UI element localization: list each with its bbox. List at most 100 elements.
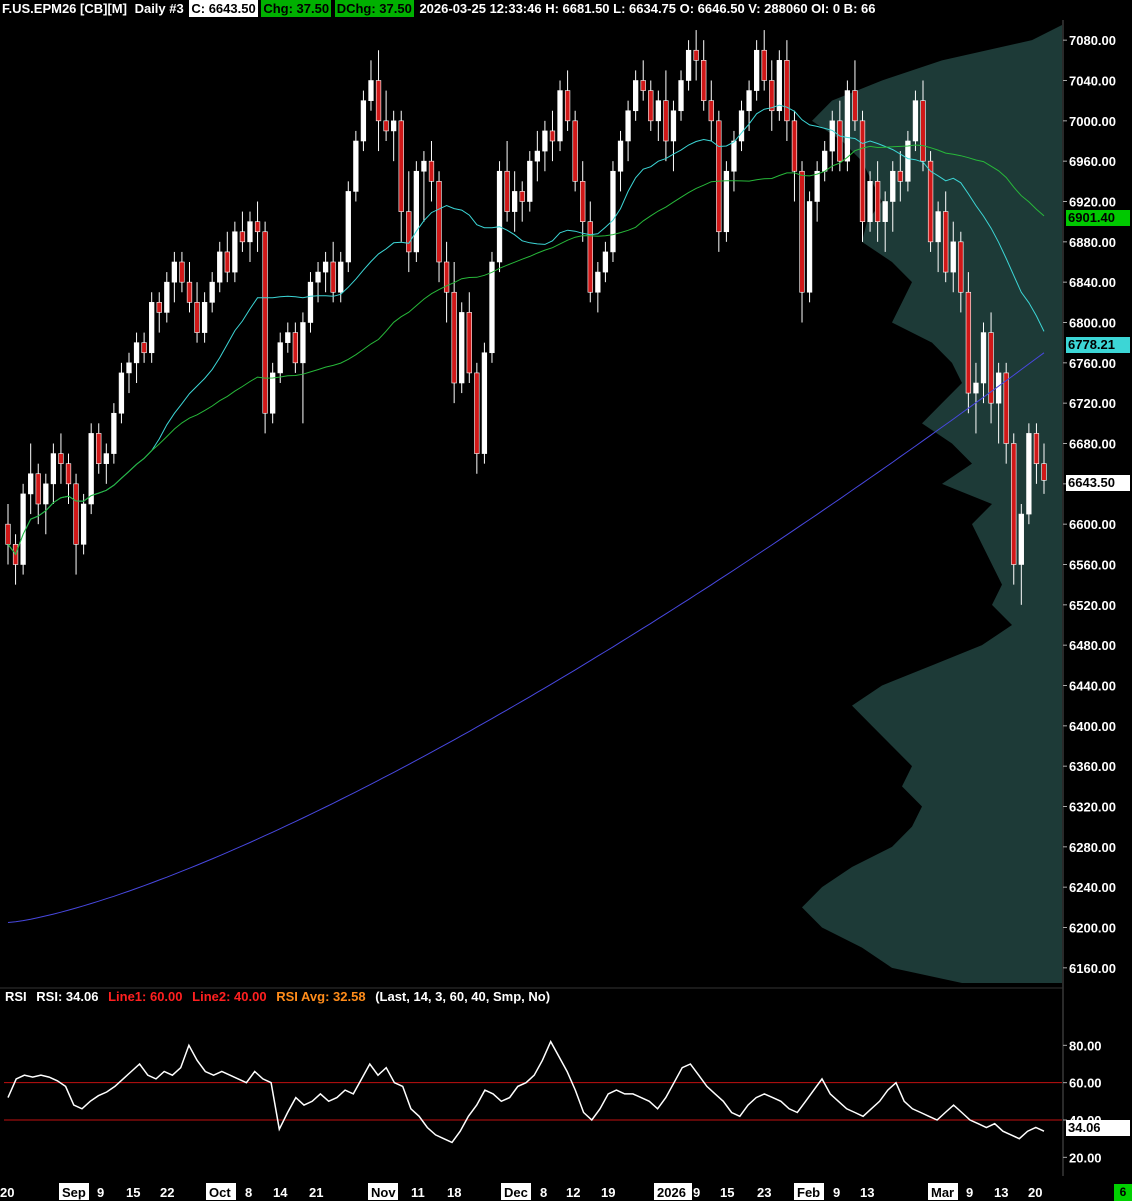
candle-body xyxy=(587,221,593,293)
price-tick-label: 6600.00 xyxy=(1069,517,1116,532)
candle-body xyxy=(262,231,268,414)
ma50-tag: 6901.40 xyxy=(1066,210,1130,226)
candle-body xyxy=(247,221,253,243)
symbol-label[interactable]: F.US.EPM26 [CB][M] xyxy=(2,1,127,16)
x-tick-label: Mar xyxy=(931,1185,954,1200)
price-tick-label: 6320.00 xyxy=(1069,800,1116,815)
rsi-last-tag: 34.06 xyxy=(1066,1120,1130,1136)
candle-body xyxy=(232,231,238,273)
candle-body xyxy=(640,80,646,91)
candle-body xyxy=(133,342,140,364)
x-tick-label: 9 xyxy=(966,1185,973,1200)
candle-body xyxy=(799,170,805,293)
candle-body xyxy=(398,120,404,212)
candle-body xyxy=(224,251,230,273)
candle-body xyxy=(980,332,987,384)
candle-body xyxy=(391,120,397,132)
candle-body xyxy=(254,221,261,233)
x-tick-label: 9 xyxy=(833,1185,840,1200)
price-tick-label: 6400.00 xyxy=(1069,719,1116,734)
candle-body xyxy=(1018,513,1024,565)
x-tick-label: 11 xyxy=(411,1185,425,1200)
candle-body xyxy=(761,49,767,81)
candle-body xyxy=(171,261,178,283)
rsi-tick-label: 80.00 xyxy=(1069,1038,1102,1053)
candle-body xyxy=(436,181,442,263)
candle-body xyxy=(602,251,609,273)
candle-body xyxy=(595,271,601,293)
x-tick-label: 8 xyxy=(245,1185,252,1200)
candle-body xyxy=(784,60,790,122)
candle-body xyxy=(912,100,919,142)
candle-body xyxy=(572,120,578,182)
candle-body xyxy=(723,170,730,233)
price-tick-label: 6240.00 xyxy=(1069,880,1116,895)
candle-body xyxy=(96,433,102,464)
candle-body xyxy=(368,80,374,101)
x-tick-label: 21 xyxy=(309,1185,323,1200)
candle-body xyxy=(943,211,949,273)
x-tick-label: Dec xyxy=(504,1185,528,1200)
x-tick-label: 9 xyxy=(693,1185,700,1200)
candle-body xyxy=(428,160,435,182)
candle-body xyxy=(791,120,798,172)
x-tick-highlight xyxy=(206,1183,236,1200)
ma200-line xyxy=(7,352,1045,923)
quote-details: 2026-03-25 12:33:46 H: 6681.50 L: 6634.7… xyxy=(419,1,876,16)
candle-body xyxy=(844,90,851,162)
x-tick-label: 13 xyxy=(994,1185,1008,1200)
x-tick-label: Nov xyxy=(371,1185,396,1200)
candle-body xyxy=(383,120,389,132)
candle-body xyxy=(920,100,926,162)
candle-body xyxy=(413,170,419,253)
candle-body xyxy=(633,80,639,112)
chart-header: F.US.EPM26 [CB][M] Daily #3 C: 6643.50 C… xyxy=(0,0,1132,17)
candle-body xyxy=(519,191,525,202)
candle-body xyxy=(655,100,661,122)
price-tick-label: 6160.00 xyxy=(1069,961,1116,976)
candle-body xyxy=(481,352,488,454)
candle-body xyxy=(459,312,465,384)
candle-body xyxy=(527,160,533,202)
candle-body xyxy=(701,60,707,101)
candle-body xyxy=(890,170,896,202)
candle-body xyxy=(307,281,314,323)
candle-body xyxy=(421,160,427,172)
x-tick-label: 15 xyxy=(720,1185,734,1200)
candle-body xyxy=(451,291,457,384)
candle-body xyxy=(625,110,631,142)
price-tick-label: 6520.00 xyxy=(1069,598,1116,613)
candle-body xyxy=(489,261,495,354)
candle-body xyxy=(708,100,714,122)
price-tick-label: 6760.00 xyxy=(1069,356,1116,371)
candle-body xyxy=(610,170,616,253)
rsi-title[interactable]: RSI xyxy=(5,989,27,1004)
x-tick-label: Feb xyxy=(797,1185,820,1200)
candle-body xyxy=(20,493,26,565)
candle-body xyxy=(935,211,941,243)
candle-body xyxy=(201,302,208,333)
candle-body xyxy=(466,312,472,374)
price-tick-label: 6560.00 xyxy=(1069,558,1116,573)
x-tick-highlight xyxy=(59,1183,89,1200)
candle-body xyxy=(663,100,669,142)
candle-body xyxy=(179,261,185,283)
candle-body xyxy=(852,90,858,122)
x-tick-highlight xyxy=(928,1183,958,1200)
x-tick-label: 9 xyxy=(97,1185,104,1200)
candle-body xyxy=(897,170,903,182)
price-tick-label: 7040.00 xyxy=(1069,74,1116,89)
rsi-header: RSI RSI: 34.06 Line1: 60.00 Line2: 40.00… xyxy=(5,988,556,1006)
x-tick-label: 19 xyxy=(601,1185,615,1200)
candle-body xyxy=(950,241,956,273)
interval-label[interactable]: Daily #3 xyxy=(134,1,184,16)
candle-body xyxy=(685,49,692,81)
candle-body xyxy=(88,433,94,505)
candle-body xyxy=(375,80,382,122)
change-value: Chg: 37.50 xyxy=(261,0,332,17)
price-tick-label: 6960.00 xyxy=(1069,154,1116,169)
corner-badge[interactable]: 6 xyxy=(1114,1184,1132,1201)
price-tick-label: 7000.00 xyxy=(1069,114,1116,129)
candle-body xyxy=(239,231,246,243)
